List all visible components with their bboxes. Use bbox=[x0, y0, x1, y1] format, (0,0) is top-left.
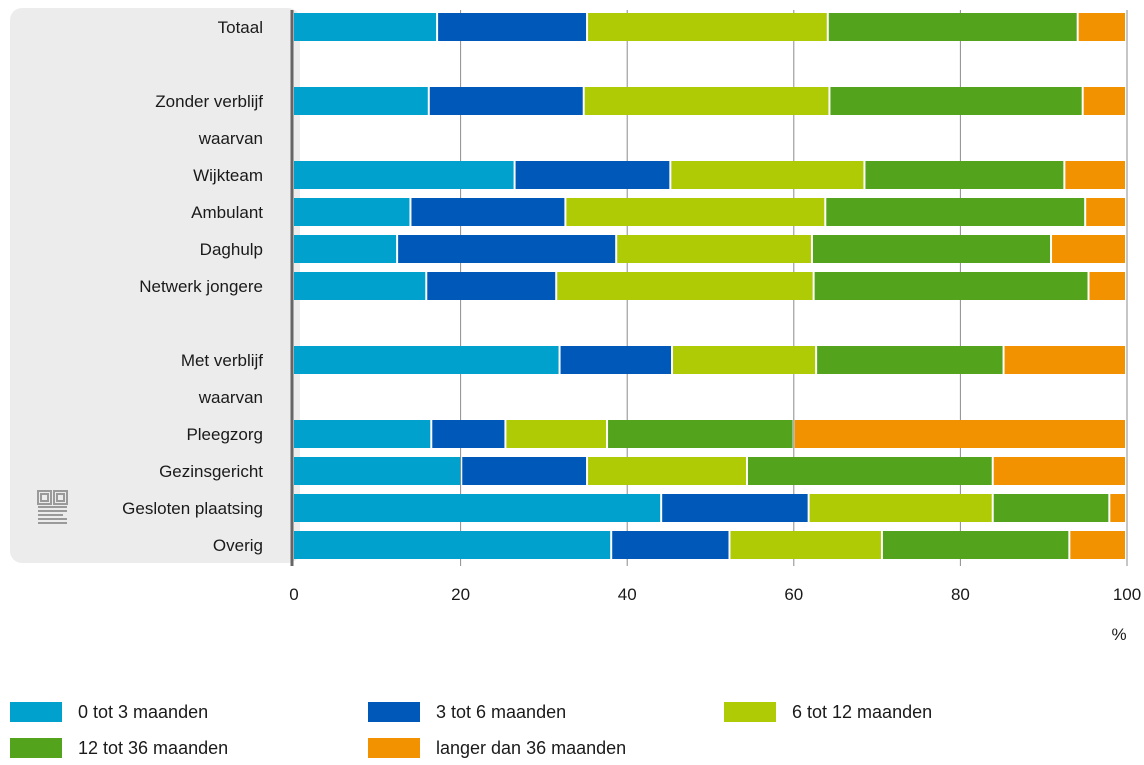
legend-item: 0 tot 3 maanden bbox=[10, 700, 208, 724]
bar-segment bbox=[662, 494, 808, 522]
x-tick-label: 40 bbox=[618, 585, 637, 604]
category-label: Pleegzorg bbox=[186, 425, 263, 444]
bar-segment bbox=[294, 494, 661, 522]
bar-segment bbox=[1086, 198, 1125, 226]
bar-segment bbox=[1078, 13, 1125, 41]
label-panel bbox=[10, 8, 300, 563]
bar-segment bbox=[411, 198, 565, 226]
legend-swatch bbox=[10, 702, 62, 722]
bar-segment bbox=[506, 420, 607, 448]
category-label: Wijkteam bbox=[193, 166, 263, 185]
category-label: Totaal bbox=[218, 18, 263, 37]
legend-item: langer dan 36 maanden bbox=[368, 736, 626, 760]
bar-segment bbox=[814, 272, 1088, 300]
legend: 0 tot 3 maanden 3 tot 6 maanden 6 tot 12 m… bbox=[10, 700, 1130, 760]
bar-segment bbox=[294, 235, 397, 263]
category-label: Netwerk jongere bbox=[139, 277, 263, 296]
category-label: Gezinsgericht bbox=[159, 462, 263, 481]
bar-segment bbox=[584, 87, 829, 115]
x-tick-labels: 0 20 40 60 80 100 bbox=[289, 585, 1141, 604]
legend-swatch bbox=[724, 702, 776, 722]
bar-segment bbox=[294, 272, 426, 300]
bar-segment bbox=[812, 235, 1051, 263]
legend-swatch bbox=[368, 702, 420, 722]
bar-segment bbox=[294, 420, 431, 448]
cbs-logo-icon bbox=[37, 490, 68, 524]
bar-segment bbox=[432, 420, 505, 448]
bar-segment bbox=[557, 272, 813, 300]
bar-segment bbox=[294, 457, 461, 485]
bar-segment bbox=[588, 13, 827, 41]
bar-segment bbox=[1083, 87, 1125, 115]
x-axis-unit: % bbox=[1111, 625, 1126, 644]
legend-item: 3 tot 6 maanden bbox=[368, 700, 566, 724]
bar-segment bbox=[809, 494, 992, 522]
category-label: Ambulant bbox=[191, 203, 263, 222]
bar-segment bbox=[438, 13, 587, 41]
bar-segment bbox=[865, 161, 1064, 189]
legend-label: langer dan 36 maanden bbox=[436, 737, 627, 758]
x-tick-label: 60 bbox=[784, 585, 803, 604]
bar-segment bbox=[515, 161, 670, 189]
bar-segment bbox=[1065, 161, 1125, 189]
bar-segment bbox=[673, 346, 816, 374]
bar-segment bbox=[1110, 494, 1125, 522]
x-tick-label: 20 bbox=[451, 585, 470, 604]
bar-segment bbox=[1070, 531, 1125, 559]
bar-segment bbox=[1089, 272, 1125, 300]
legend-swatch bbox=[368, 738, 420, 758]
bar-segment bbox=[671, 161, 864, 189]
bar-segment bbox=[588, 457, 746, 485]
bar-segment bbox=[560, 346, 672, 374]
chart: Totaal Zonder verblijf waarvan Wijkteam Ambu… bbox=[10, 8, 1141, 644]
category-label: Gesloten plaatsing bbox=[122, 499, 263, 518]
bar-segment bbox=[294, 161, 514, 189]
bar-segment bbox=[993, 494, 1109, 522]
legend-label: 12 tot 36 maanden bbox=[78, 737, 229, 758]
bar-segment bbox=[294, 346, 559, 374]
legend-swatch bbox=[10, 738, 62, 758]
bar-segment bbox=[294, 13, 437, 41]
bar-segment bbox=[294, 198, 410, 226]
bar-segment bbox=[747, 457, 992, 485]
bar-segment bbox=[1052, 235, 1125, 263]
bar-segment bbox=[462, 457, 587, 485]
bar-segment bbox=[730, 531, 881, 559]
legend-item: 12 tot 36 maanden bbox=[10, 736, 228, 760]
category-label: Met verblijf bbox=[181, 351, 263, 370]
category-label: waarvan bbox=[198, 388, 263, 407]
category-labels: Totaal Zonder verblijf waarvan Wijkteam Ambu… bbox=[122, 18, 263, 555]
category-label: Daghulp bbox=[200, 240, 263, 259]
bar-segment bbox=[427, 272, 556, 300]
bars bbox=[294, 13, 1125, 559]
bar-segment bbox=[612, 531, 729, 559]
category-label: Overig bbox=[213, 536, 263, 555]
bar-segment bbox=[826, 198, 1085, 226]
x-tick-label: 100 bbox=[1113, 585, 1141, 604]
category-label: Zonder verblijf bbox=[155, 92, 263, 111]
x-tick-label: 0 bbox=[289, 585, 298, 604]
bar-segment bbox=[617, 235, 811, 263]
bar-segment bbox=[817, 346, 1003, 374]
legend-item: 6 tot 12 maanden bbox=[724, 700, 932, 724]
bar-segment bbox=[830, 87, 1082, 115]
bar-segment bbox=[882, 531, 1069, 559]
bar-segment bbox=[828, 13, 1077, 41]
bar-segment bbox=[398, 235, 616, 263]
bar-segment bbox=[429, 87, 583, 115]
bar-segment bbox=[294, 531, 611, 559]
legend-label: 0 tot 3 maanden bbox=[78, 701, 209, 722]
bar-segment bbox=[794, 420, 1125, 448]
legend-label: 3 tot 6 maanden bbox=[436, 701, 567, 722]
bar-segment bbox=[608, 420, 793, 448]
x-tick-label: 80 bbox=[951, 585, 970, 604]
bar-segment bbox=[294, 87, 428, 115]
bar-segment bbox=[1004, 346, 1125, 374]
bar-segment bbox=[566, 198, 825, 226]
legend-label: 6 tot 12 maanden bbox=[792, 701, 933, 722]
category-label: waarvan bbox=[198, 129, 263, 148]
bar-segment bbox=[993, 457, 1125, 485]
